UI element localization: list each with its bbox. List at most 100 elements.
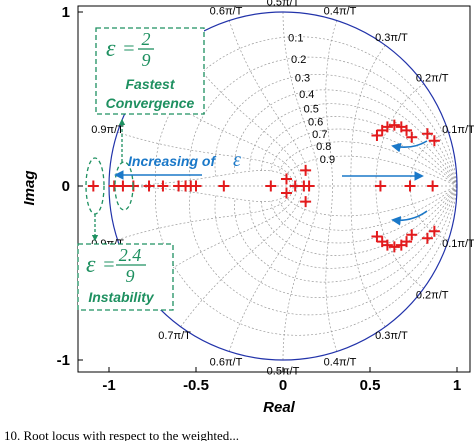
increasing-label: Increasing of — [128, 153, 216, 169]
frequency-curve — [141, 185, 298, 289]
eps-denominator: 9 — [142, 50, 151, 70]
frequency-curve — [141, 83, 298, 187]
frequency-curve — [350, 186, 386, 328]
damping-label: 0.2 — [291, 54, 306, 66]
damping-label: 0.5 — [304, 103, 319, 115]
pole-marker — [87, 180, 99, 192]
x-axis-label: Real — [263, 399, 296, 416]
pole-marker — [300, 164, 312, 176]
pole-marker — [280, 187, 292, 199]
pole-marker — [381, 239, 393, 251]
x-tick-label: 1 — [453, 377, 461, 394]
frequency-label: 0.1π/T — [442, 124, 474, 136]
pole-marker — [303, 180, 315, 192]
frequency-curve — [109, 185, 291, 202]
frequency-curve — [117, 185, 294, 241]
axis-ticks: -1 -0.5 0 0.5 1 1 0 -1 — [57, 4, 462, 394]
convergence-label: Convergence — [106, 95, 195, 111]
annotation-instability: ε = 2.4 9 Instability — [77, 243, 174, 311]
frequency-label: 0.2π/T — [416, 289, 449, 301]
frequency-curve — [109, 170, 291, 187]
equals-sign-2: = — [102, 254, 116, 276]
pole-marker — [143, 180, 155, 192]
frequency-label: 0.3π/T — [375, 330, 408, 342]
frequency-label: 0.9π/T — [91, 124, 124, 136]
frequency-label: 0.6π/T — [210, 356, 243, 368]
frequency-curve — [375, 185, 425, 289]
convergence-ellipse — [114, 161, 134, 211]
y-tick-label: -1 — [57, 352, 70, 369]
frequency-curve — [325, 185, 338, 352]
eps2-numerator: 2.4 — [119, 245, 142, 265]
x-tick-label: 0 — [279, 377, 287, 394]
pole-marker — [265, 180, 277, 192]
x-tick-label: 0.5 — [360, 377, 381, 394]
frequency-label: 0.5π/T — [267, 0, 300, 9]
frequency-curve — [228, 20, 310, 187]
pole-marker — [401, 236, 413, 248]
damping-label: 0.9 — [320, 154, 335, 166]
eps-numerator: 2 — [142, 29, 151, 49]
y-tick-label: 1 — [62, 4, 70, 21]
lower-curved-arrow — [391, 210, 428, 226]
epsilon-symbol: ε — [106, 36, 116, 62]
pole-marker — [428, 135, 440, 147]
frequency-curve — [409, 185, 449, 241]
pole-marker — [427, 180, 439, 192]
frequency-label: 0.6π/T — [210, 6, 243, 18]
pole-marker — [218, 180, 230, 192]
damping-label: 0.4 — [299, 89, 314, 101]
increasing-epsilon-annotation: Increasing of ε — [114, 140, 428, 226]
frequency-curve — [375, 83, 425, 187]
damping-label: 0.7 — [312, 129, 327, 141]
pole-marker — [117, 180, 129, 192]
pole-marker — [404, 180, 416, 192]
pole-marker — [406, 229, 418, 241]
pole-marker — [421, 128, 433, 140]
pole-marker — [428, 225, 440, 237]
pole-markers — [87, 119, 440, 253]
frequency-curve — [282, 185, 320, 360]
frequency-label: 0.3π/T — [375, 32, 408, 44]
eps2-denominator: 9 — [126, 266, 135, 286]
damping-label: 0.8 — [316, 141, 331, 153]
pole-marker — [388, 119, 400, 131]
y-axis-label: Imag — [21, 170, 38, 205]
damping-curve — [284, 185, 457, 217]
pole-marker — [388, 241, 400, 253]
damping-label: 0.1 — [288, 32, 303, 44]
frequency-label: 0.4π/T — [324, 356, 357, 368]
upper-curved-arrow — [391, 140, 428, 153]
damping-curve — [284, 155, 457, 187]
frequency-curve — [409, 131, 449, 187]
pole-marker — [401, 124, 413, 136]
damping-label: 0.6 — [308, 117, 323, 129]
epsilon-symbol-2: ε — [86, 252, 96, 278]
frequency-label: 0.1π/T — [442, 238, 474, 250]
frequency-curve — [282, 12, 320, 187]
pole-marker — [280, 173, 292, 185]
pole-marker — [421, 232, 433, 244]
y-tick-label: 0 — [62, 178, 70, 195]
figure-caption: 10. Root locus with respect to the weigh… — [4, 428, 239, 441]
pole-marker — [190, 180, 202, 192]
zgrid — [109, 12, 457, 360]
pole-marker — [371, 130, 383, 142]
pole-marker — [371, 230, 383, 242]
damping-curve — [214, 185, 457, 298]
frequency-label: 0.2π/T — [416, 73, 449, 85]
epsilon-symbol-3: ε — [233, 149, 241, 171]
frequency-curve — [350, 44, 386, 186]
x-tick-label: -0.5 — [183, 377, 209, 394]
pole-marker — [406, 131, 418, 143]
annotation-fastest-convergence: ε = 2 9 Fastest Convergence — [95, 27, 205, 115]
pole-marker — [374, 180, 386, 192]
equals-sign: = — [122, 38, 136, 60]
frequency-curve — [228, 185, 310, 352]
x-tick-label: -1 — [102, 377, 115, 394]
damping-curve — [214, 74, 457, 187]
frequency-label: 0.7π/T — [158, 330, 191, 342]
frequency-curve — [117, 131, 294, 187]
frequency-curve — [180, 44, 303, 187]
